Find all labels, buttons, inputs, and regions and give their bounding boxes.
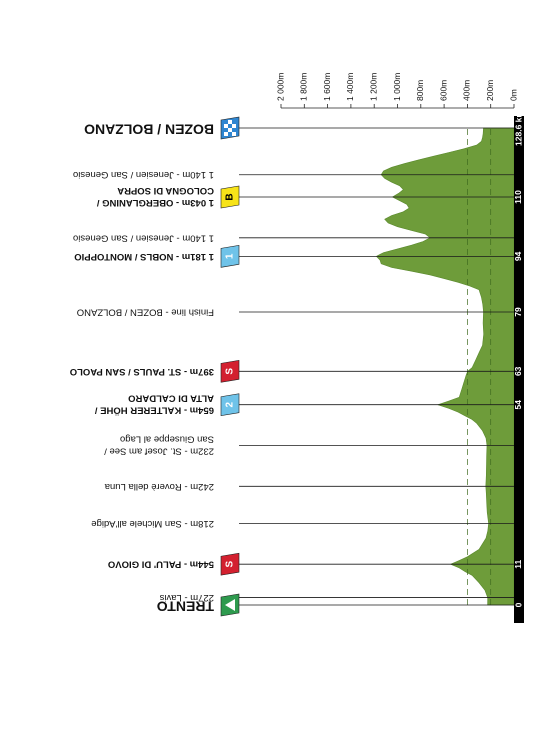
marker-text-line2: COLOGNA DI SOPRA bbox=[117, 185, 214, 196]
badge-label-2: S bbox=[225, 561, 236, 568]
altitude-tick-label-2000: 2 000m bbox=[275, 73, 285, 101]
finish-check bbox=[228, 120, 232, 124]
marker-text-line2: ALTA DI CALDARO bbox=[128, 393, 214, 404]
km-label-54: 54 bbox=[513, 400, 523, 410]
finish-check bbox=[232, 124, 236, 128]
badge-bonus-11: B bbox=[220, 185, 240, 209]
altitude-tick-label-1600: 1 600m bbox=[322, 73, 332, 101]
km-label-79: 79 bbox=[513, 307, 523, 317]
altitude-tick-label-1400: 1 400m bbox=[345, 73, 355, 101]
altitude-tick-label-1000: 1 000m bbox=[392, 73, 402, 101]
badge-shape-7 bbox=[220, 359, 240, 383]
altitude-tick-label-1800: 1 800m bbox=[299, 73, 309, 101]
badge-label-11: B bbox=[225, 193, 236, 200]
badge-shape-2 bbox=[220, 552, 240, 576]
marker-text-7: 397m - ST. PAULS / SAN PAOLO bbox=[70, 366, 214, 377]
altitude-tick-label-1200: 1 200m bbox=[368, 73, 378, 101]
marker-text-11: 1 043m - OBERGLANING /COLOGNA DI SOPRA bbox=[96, 185, 214, 208]
marker-text-13: BOZEN / BOLZANO bbox=[84, 121, 214, 137]
finish-check bbox=[224, 124, 228, 128]
badge-cat1-9: 1 bbox=[220, 244, 240, 268]
badge-label-9: 1 bbox=[225, 253, 236, 259]
elevation-profile bbox=[375, 127, 515, 606]
altitude-tick-label-200: 200m bbox=[485, 80, 495, 101]
marker-text-line2: San Giuseppe al Lago bbox=[120, 434, 214, 445]
km-label-63: 63 bbox=[513, 366, 523, 376]
km-label-94: 94 bbox=[513, 251, 523, 261]
marker-text-5: 232m - St. Josef am See /San Giuseppe al… bbox=[104, 434, 214, 457]
badge-sprint-7: S bbox=[220, 359, 240, 383]
start-flag-icon bbox=[225, 599, 235, 611]
badge-start-0 bbox=[220, 593, 240, 617]
badge-label-6: 2 bbox=[225, 401, 236, 407]
km-label-110: 110 bbox=[513, 190, 523, 204]
altitude-tick-label-600: 600m bbox=[438, 80, 448, 101]
marker-text-2: 544m - PALU' DI GIOVO bbox=[108, 559, 214, 570]
badge-shape-6 bbox=[220, 393, 240, 417]
marker-text-line1: 654m - KALTERER HÖHE / bbox=[95, 405, 214, 416]
marker-text-line1: 232m - St. Josef am See / bbox=[104, 446, 214, 457]
marker-text-0: TRENTO bbox=[157, 598, 214, 614]
badge-label-7: S bbox=[225, 368, 236, 375]
marker-text-3: 218m - San Michele all'Adige bbox=[91, 518, 214, 529]
badge-sprint-2: S bbox=[220, 552, 240, 576]
altitude-tick-label-400: 400m bbox=[462, 80, 472, 101]
marker-text-1: 227m - Lavis bbox=[159, 592, 214, 603]
distance-axis-bar bbox=[514, 116, 524, 623]
finish-check bbox=[224, 132, 228, 136]
badge-shape-11 bbox=[220, 185, 240, 209]
marker-text-12: 1 140m - Jenesien / San Genesio bbox=[73, 169, 214, 180]
badge-shape-9 bbox=[220, 244, 240, 268]
altitude-tick-label-800: 800m bbox=[415, 80, 425, 101]
marker-text-6: 654m - KALTERER HÖHE /ALTA DI CALDARO bbox=[95, 393, 214, 416]
marker-text-9: 1 181m - NOBLS / MONTOPPIO bbox=[74, 251, 214, 262]
marker-text-10: 1 140m - Jenesien / San Genesio bbox=[73, 232, 214, 243]
badge-finish-13 bbox=[220, 116, 240, 140]
finish-check bbox=[228, 128, 232, 132]
marker-text-8: Finish line - BOZEN / BOLZANO bbox=[77, 306, 214, 317]
marker-text-line1: 1 043m - OBERGLANING / bbox=[96, 197, 214, 208]
km-label-0: 0 bbox=[513, 602, 523, 607]
badge-cat2-6: 2 bbox=[220, 393, 240, 417]
km-label-11: 11 bbox=[513, 559, 523, 568]
marker-text-4: 242m - Roverè della Luna bbox=[104, 481, 214, 492]
altitude-tick-label-0: 0m bbox=[508, 89, 518, 101]
km-label-128.6 km: 128.6 km bbox=[513, 110, 523, 146]
finish-check bbox=[232, 132, 236, 136]
